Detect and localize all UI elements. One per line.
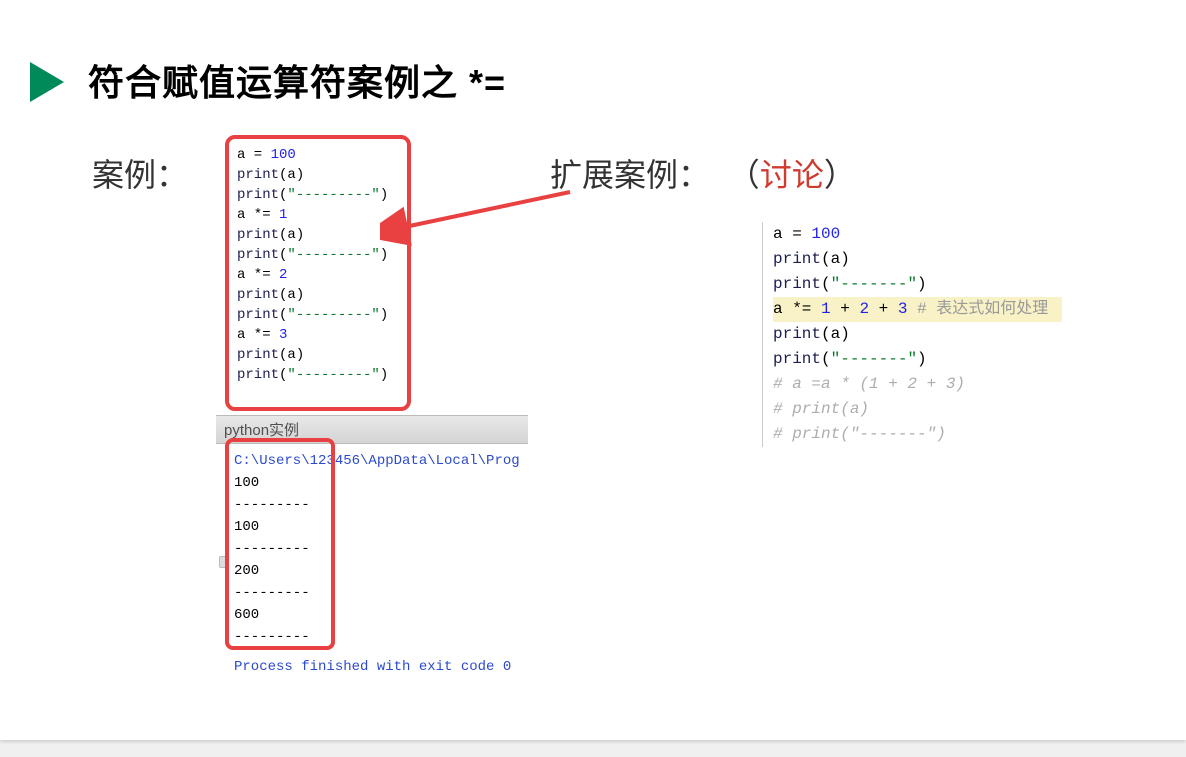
code-line: a *= 3 <box>237 325 399 345</box>
output-line: 100 <box>234 472 516 494</box>
code-line: print(a) <box>773 247 1062 272</box>
slide: 符合赋值运算符案例之 *= 案例： 扩展案例： （讨论） a = 100 pri… <box>0 0 1186 740</box>
output-line: --------- <box>234 538 516 560</box>
output-line: --------- <box>234 582 516 604</box>
output-line: 100 <box>234 516 516 538</box>
slide-title: 符合赋值运算符案例之 *= <box>88 54 506 106</box>
code-line: a *= 2 <box>237 265 399 285</box>
code-line: a *= 1 <box>237 205 399 225</box>
code-line: a = 100 <box>237 145 399 165</box>
code-block-2: a = 100 print(a) print("-------") a *= 1… <box>762 222 1062 447</box>
code-line: print(a) <box>237 225 399 245</box>
console-path: C:\Users\123456\AppData\Local\Prog <box>234 450 516 472</box>
case-label: 案例： <box>92 150 188 196</box>
exit-line: Process finished with exit code 0 <box>234 656 516 678</box>
comment-line: # print("-------") <box>773 422 1062 447</box>
header: 符合赋值运算符案例之 *= <box>30 54 506 106</box>
code-line: print("-------") <box>773 272 1062 297</box>
output-line: --------- <box>234 494 516 516</box>
code-line: print("---------") <box>237 365 399 385</box>
discuss-text: 讨论 <box>760 157 824 193</box>
code-block-1: a = 100 print(a) print("---------") a *=… <box>225 135 411 411</box>
paren-open: （ <box>728 157 760 193</box>
code-line: print("---------") <box>237 305 399 325</box>
code-line: a = 100 <box>773 222 1062 247</box>
ext-case-text: 扩展案例： <box>550 157 710 193</box>
code-line: print("---------") <box>237 245 399 265</box>
console-title: python实例 <box>216 415 528 444</box>
code-line: print(a) <box>237 345 399 365</box>
output-line: 600 <box>234 604 516 626</box>
code-line: print(a) <box>773 322 1062 347</box>
output-line: --------- <box>234 626 516 648</box>
comment-line: # a =a * (1 + 2 + 3) <box>773 372 1062 397</box>
triangle-bullet-icon <box>30 62 64 102</box>
paren-close: ） <box>824 157 856 193</box>
code-line: print("---------") <box>237 185 399 205</box>
ext-case-label: 扩展案例： （讨论） <box>550 150 856 196</box>
code-line-highlighted: a *= 1 + 2 + 3 # 表达式如何处理 <box>773 297 1062 322</box>
console-output: C:\Users\123456\AppData\Local\Prog 100 -… <box>216 444 528 684</box>
output-line: 200 <box>234 560 516 582</box>
code-line: print("-------") <box>773 347 1062 372</box>
code-line: print(a) <box>237 285 399 305</box>
code-line: print(a) <box>237 165 399 185</box>
comment-line: # print(a) <box>773 397 1062 422</box>
console-panel: python实例 C:\Users\123456\AppData\Local\P… <box>216 415 528 684</box>
scroll-handle-icon <box>219 556 227 568</box>
